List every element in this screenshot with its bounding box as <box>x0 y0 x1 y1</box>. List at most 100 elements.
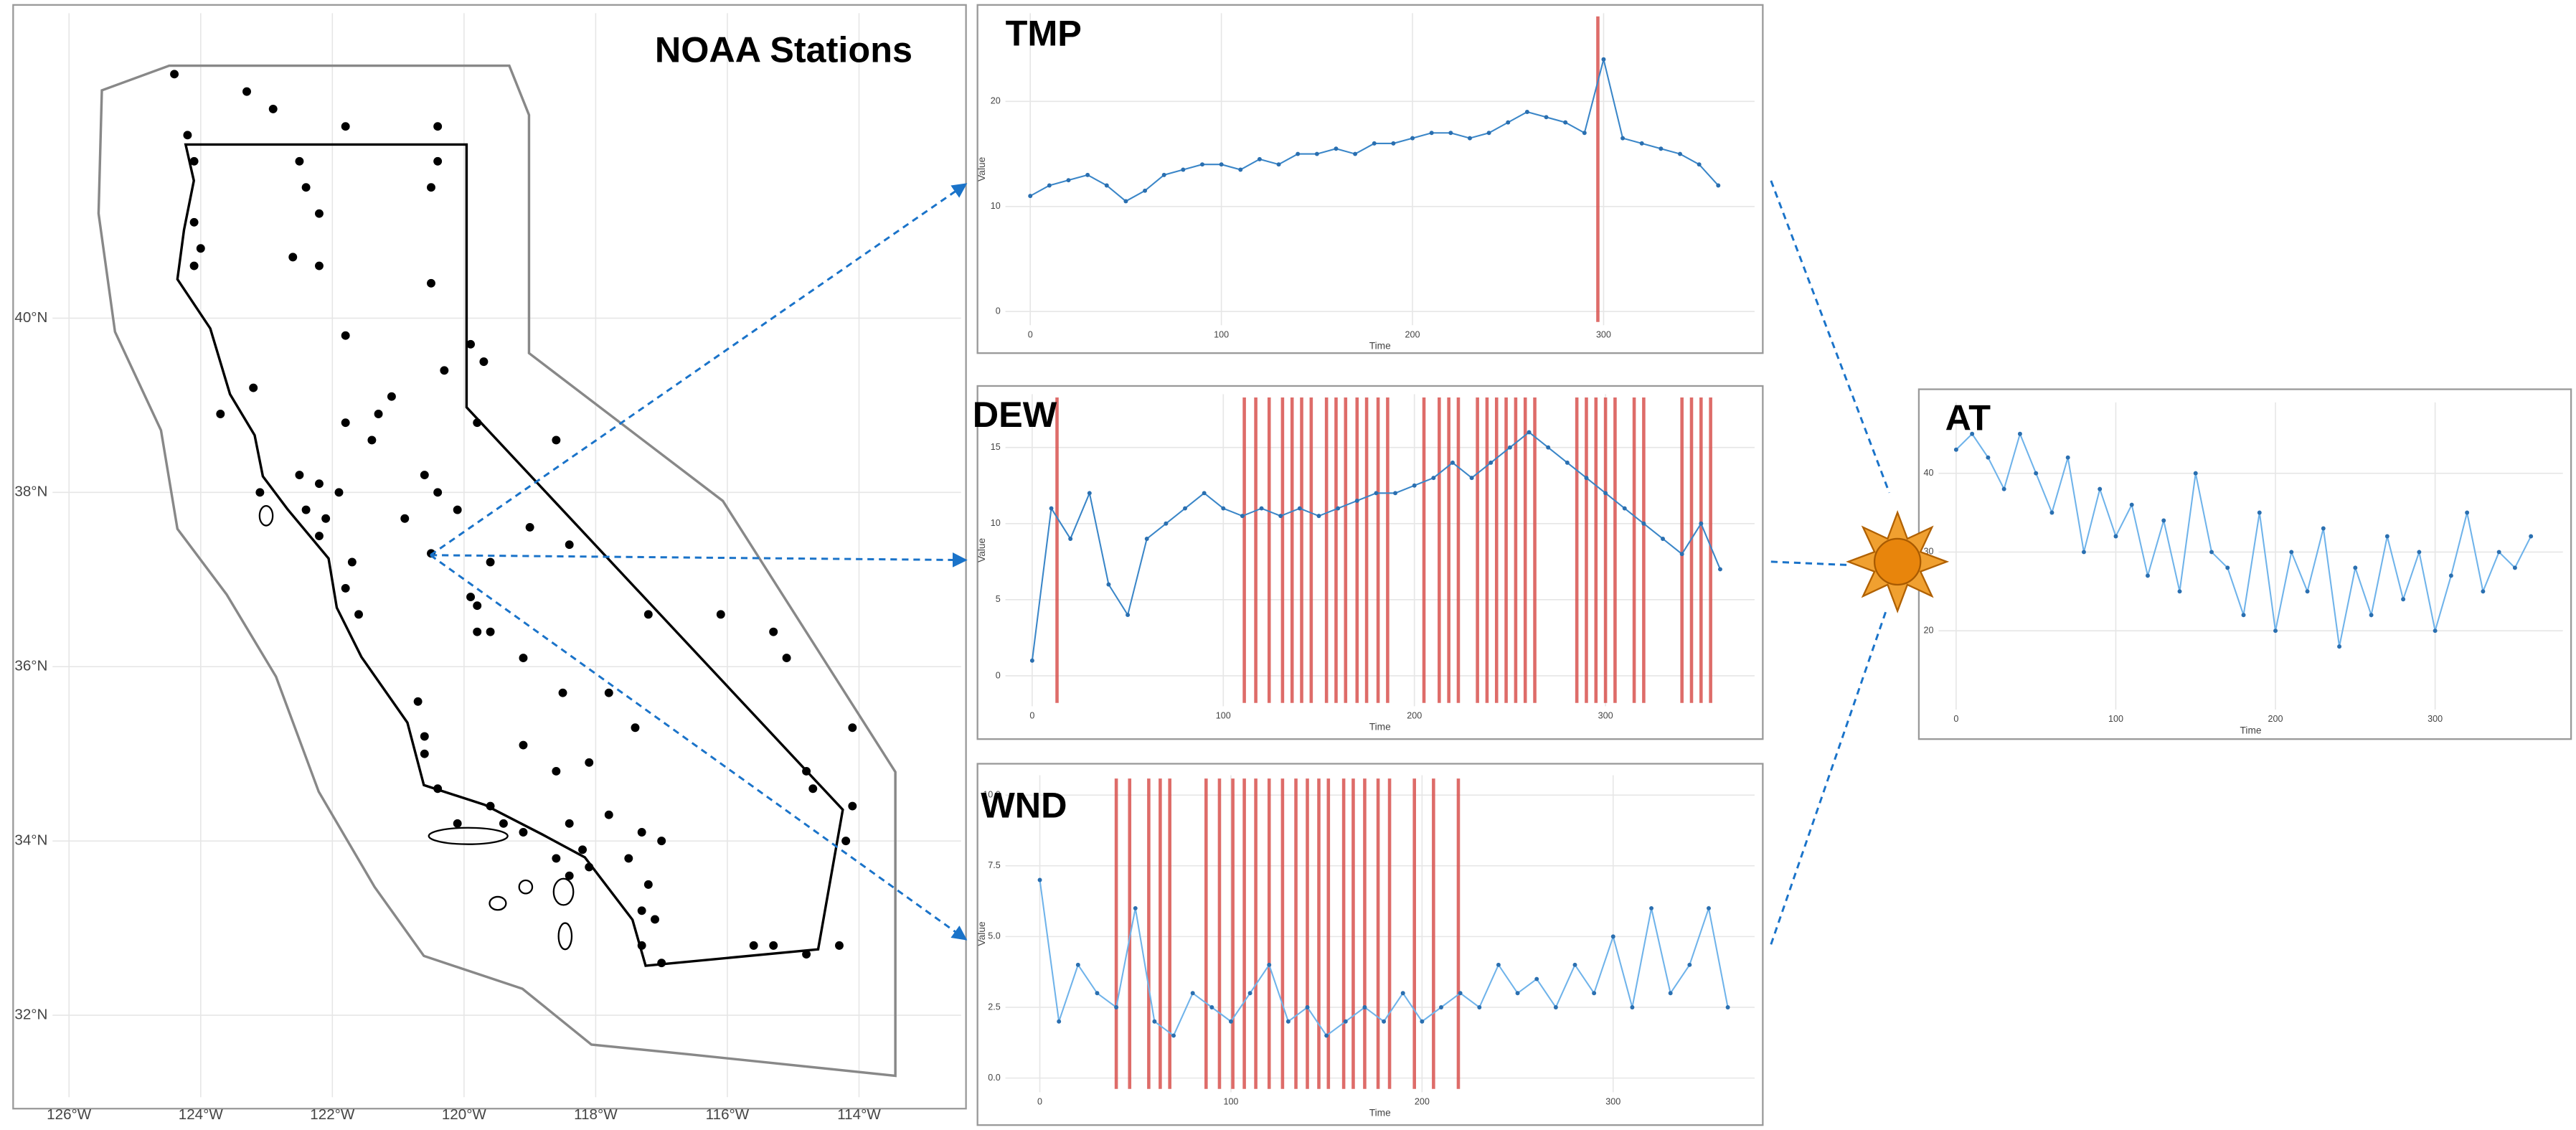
panel-frame <box>1917 388 2572 740</box>
panel: 0 100 200 300 0.0 2.5 5.0 7.5 10.0 Time Value <box>976 763 1764 1126</box>
series-point <box>1240 514 1245 519</box>
y-tick-label: 20 <box>991 96 1001 106</box>
station-point <box>486 801 495 811</box>
station-point <box>466 593 475 602</box>
series-point <box>2529 534 2534 539</box>
station-point <box>749 941 758 950</box>
series-point <box>2401 597 2406 602</box>
station-point <box>565 819 574 828</box>
series-point <box>1068 537 1073 541</box>
series-point <box>1970 431 1975 436</box>
series-point <box>2129 502 2134 507</box>
series-point <box>2177 589 2182 594</box>
series-point <box>1066 178 1071 183</box>
series-point <box>1469 476 1474 481</box>
station-point <box>301 183 311 192</box>
series-point <box>1431 476 1436 481</box>
series-point <box>1305 1005 1310 1009</box>
station-point <box>473 627 482 636</box>
series-point <box>1477 1005 1482 1009</box>
x-tick-label: 200 <box>1415 1096 1430 1106</box>
station-point <box>170 70 179 79</box>
series-point <box>1488 460 1494 465</box>
station-point <box>242 87 251 96</box>
station-point <box>473 601 482 611</box>
series-point <box>1687 962 1692 967</box>
series-point <box>1630 1005 1635 1009</box>
station-point <box>624 854 633 863</box>
series-point <box>1706 905 1711 910</box>
y-tick-label: 5 <box>996 594 1001 604</box>
series-point <box>1247 991 1252 996</box>
series-point <box>1546 445 1551 450</box>
arrow <box>430 183 968 556</box>
series-point <box>2465 510 2470 515</box>
series-point <box>2496 550 2501 555</box>
station-point <box>565 540 574 550</box>
y-tick-label: 15 <box>991 442 1001 452</box>
station-point <box>341 583 350 593</box>
station-point <box>558 688 567 697</box>
series-point <box>1534 976 1539 981</box>
station-point <box>295 471 304 479</box>
x-tick-label: 0 <box>1028 329 1033 339</box>
station-point <box>808 784 818 794</box>
series-point <box>1412 483 1417 488</box>
series-point <box>1439 1005 1443 1009</box>
series-point <box>1953 447 1958 452</box>
arrow <box>430 554 968 941</box>
x-tick-label: 0 <box>1037 1096 1042 1106</box>
panel: 0 100 200 300 0 5 10 15 Time Value <box>976 385 1764 740</box>
chart-title: AT <box>1945 397 1991 438</box>
series-point <box>2034 471 2039 476</box>
station-point <box>189 217 199 227</box>
y-tick-label: 40 <box>1924 468 1934 478</box>
series-point <box>2337 644 2342 649</box>
x-tick-label: 116°W <box>706 1106 750 1123</box>
series-point <box>2193 471 2198 476</box>
series-point <box>1037 877 1042 882</box>
series-point <box>2273 628 2278 634</box>
station-point <box>433 122 443 131</box>
series-point <box>1610 934 1615 939</box>
station-point <box>295 156 304 166</box>
y-tick-label: 0 <box>996 306 1001 316</box>
series-point <box>1467 136 1472 141</box>
station-point <box>255 488 265 497</box>
station-point <box>479 357 489 367</box>
station-point <box>189 156 199 166</box>
series-point <box>1524 110 1529 114</box>
map-shapes <box>97 64 897 1078</box>
panel-frame <box>12 4 967 1110</box>
series-point <box>1659 146 1664 151</box>
station-point <box>841 837 851 846</box>
y-tick-label: 7.5 <box>988 860 1001 870</box>
station-point <box>453 505 462 514</box>
station-point <box>578 845 588 854</box>
series-point <box>1374 491 1379 496</box>
x-tick-label: 300 <box>1598 710 1613 720</box>
station-point <box>374 410 383 418</box>
station-point <box>637 906 646 915</box>
series-point <box>1420 1019 1425 1024</box>
series-point <box>1620 136 1626 141</box>
station-point <box>341 418 350 428</box>
series-point <box>1285 1019 1291 1024</box>
series-point <box>1123 199 1128 204</box>
series-point <box>1171 1033 1176 1038</box>
series-point <box>2113 534 2118 539</box>
panel: 0 100 200 300 0 10 20 Time Value <box>976 4 1764 354</box>
y-axis-label: Value <box>976 538 987 562</box>
station-point <box>585 862 594 872</box>
series-point <box>1095 991 1100 996</box>
sun-disc <box>1873 537 1922 586</box>
station-point <box>341 122 350 131</box>
series-point <box>1297 506 1302 511</box>
series-point <box>1238 167 1243 172</box>
station-point <box>525 522 534 532</box>
series-point <box>1144 537 1149 541</box>
series-point <box>1104 183 1109 188</box>
series-point <box>1584 476 1589 481</box>
chart-title: NOAA Stations <box>655 29 912 70</box>
station-point <box>183 131 192 140</box>
